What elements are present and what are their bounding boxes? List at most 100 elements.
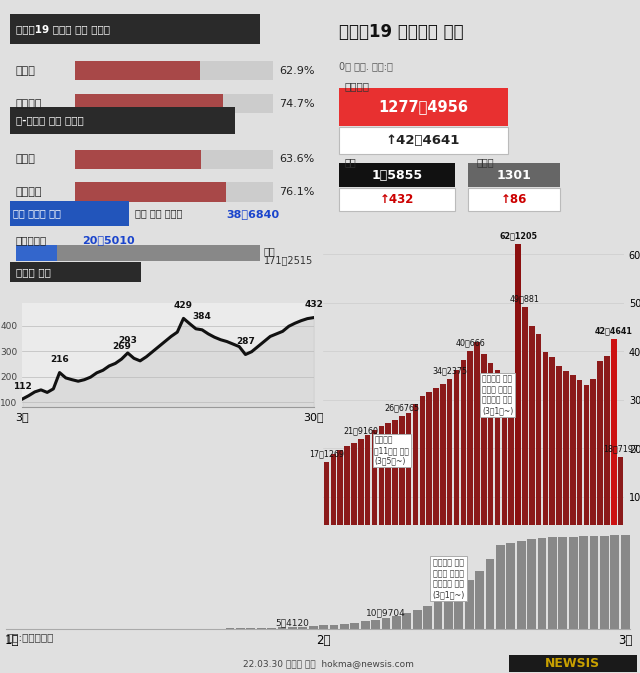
Text: 재택 치료자 현황: 재택 치료자 현황 [13, 209, 61, 219]
Bar [420, 396, 425, 545]
Bar [76, 94, 223, 114]
Bar [597, 361, 603, 545]
Bar [516, 541, 525, 629]
Text: 21만9160: 21만9160 [343, 426, 378, 435]
Bar [288, 627, 297, 629]
Bar [465, 580, 474, 629]
Text: 216: 216 [50, 355, 69, 364]
Text: 집중관리군: 집중관리군 [16, 235, 47, 245]
Text: 74.7%: 74.7% [279, 99, 315, 108]
Bar [589, 536, 598, 629]
Bar [611, 339, 616, 545]
Text: 수도권: 수도권 [16, 66, 36, 75]
Bar [563, 371, 569, 545]
Bar [344, 446, 350, 545]
Text: 사망자 추이: 사망자 추이 [16, 267, 51, 277]
Text: 방역패스 중단
확진자 동거인
수동감시 전환
(3월1일~): 방역패스 중단 확진자 동거인 수동감시 전환 (3월1일~) [432, 559, 465, 599]
Bar [538, 538, 547, 629]
Bar [426, 392, 432, 545]
Bar [10, 201, 129, 225]
Bar [246, 628, 255, 629]
Bar [16, 245, 56, 261]
Bar [76, 61, 273, 81]
Text: 293: 293 [118, 336, 137, 345]
Bar [340, 624, 349, 629]
Text: 방역패스 중단
확진자 동거인
수동감시 전환
(3월1일~): 방역패스 중단 확진자 동거인 수동감시 전환 (3월1일~) [482, 375, 513, 415]
Bar [76, 182, 226, 202]
Bar [392, 420, 398, 545]
Text: 171만2515: 171만2515 [264, 255, 313, 265]
Bar [611, 535, 620, 629]
Bar [522, 307, 527, 545]
Bar [584, 385, 589, 545]
Text: 42만4641: 42만4641 [595, 326, 633, 335]
Bar [543, 352, 548, 545]
Bar [604, 357, 610, 545]
Text: 40만666: 40만666 [455, 338, 485, 347]
Text: 269: 269 [112, 342, 131, 351]
Bar [433, 601, 442, 629]
Text: 17만1269: 17만1269 [309, 449, 344, 458]
Bar [399, 416, 404, 545]
Text: 비수도권: 비수도권 [16, 187, 42, 197]
Bar [324, 462, 330, 545]
Bar [339, 88, 508, 126]
Text: 18만7197: 18만7197 [603, 444, 638, 453]
Bar [579, 536, 588, 629]
Bar [330, 625, 339, 629]
Bar [257, 628, 266, 629]
Bar [267, 628, 276, 629]
Bar [298, 627, 307, 629]
Bar [76, 149, 201, 169]
Bar [467, 351, 473, 545]
Bar [339, 127, 508, 154]
Text: 영업시간
밤11시로 연장
(3월5일~): 영업시간 밤11시로 연장 (3월5일~) [374, 435, 410, 466]
Bar [319, 625, 328, 629]
Bar [549, 357, 555, 545]
Bar [76, 61, 200, 81]
Text: 429: 429 [174, 301, 193, 310]
Bar [308, 626, 317, 629]
Text: NEWSIS: NEWSIS [545, 657, 600, 670]
Bar [618, 457, 623, 545]
Text: 384: 384 [193, 312, 211, 322]
Bar [488, 363, 493, 545]
Bar [468, 188, 560, 211]
Text: 전체: 전체 [264, 246, 275, 256]
Bar [378, 426, 384, 545]
Bar [461, 360, 466, 545]
Bar [444, 596, 453, 629]
Bar [278, 627, 287, 629]
Bar [403, 613, 412, 629]
Bar [433, 388, 439, 545]
Bar [558, 537, 567, 629]
Text: 38만6840: 38만6840 [226, 209, 279, 219]
Bar [76, 182, 273, 202]
Bar [331, 454, 336, 545]
Bar [372, 430, 377, 545]
Text: ↑86: ↑86 [500, 193, 527, 206]
Bar [570, 376, 575, 545]
Text: 76.1%: 76.1% [279, 187, 315, 197]
Bar [440, 384, 445, 545]
Text: 위중증: 위중증 [477, 157, 495, 167]
Bar [350, 623, 359, 629]
Text: 수도권: 수도권 [16, 154, 36, 164]
Text: 준-중환자 병상 가동률: 준-중환자 병상 가동률 [16, 115, 84, 125]
Bar [600, 536, 609, 629]
Text: 26만6765: 26만6765 [384, 403, 419, 412]
Text: 자료:질병관리청: 자료:질병관리청 [6, 633, 54, 642]
Text: 코로나19 신규확진 추이: 코로나19 신규확진 추이 [339, 24, 463, 42]
Text: 112: 112 [13, 382, 32, 391]
Bar [339, 164, 455, 187]
Bar [385, 423, 391, 545]
Bar [548, 537, 557, 629]
Bar [381, 618, 390, 629]
Bar [591, 379, 596, 545]
Text: 0시 기준. 단위:영: 0시 기준. 단위:영 [339, 61, 392, 71]
Bar [371, 620, 380, 629]
Bar [474, 343, 480, 545]
Bar [515, 244, 521, 545]
Bar [339, 188, 455, 211]
Bar [351, 444, 356, 545]
